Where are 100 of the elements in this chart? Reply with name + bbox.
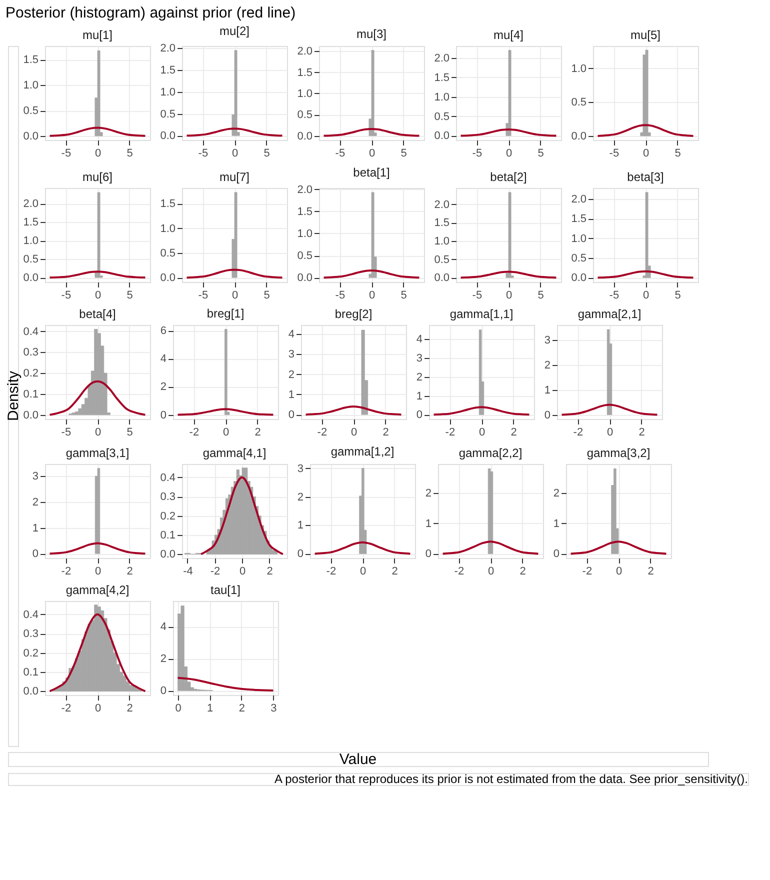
y-tick-label: 3 [416,352,422,365]
chart-title: beta[2] [490,170,527,184]
y-tick-label: 1.5 [160,198,176,210]
x-tick-label: 0 [222,426,230,438]
y-tick-label: 1.5 [23,54,38,66]
x-tick-label: 0 [478,426,486,438]
y-tick-label: 0.0 [160,272,176,284]
y-tick-label: 2 [544,359,550,372]
y-tick-label: 0.5 [434,254,450,266]
x-tick-label: 2 [126,566,133,578]
x-tick-label: 0 [360,566,366,578]
x-tick-label: 5 [126,426,133,438]
y-tick-label: 1.0 [160,86,176,98]
text: A posterior that reproduces its prior is not estimated from the data. See prior_sensitivity(). [274,772,748,786]
x-tick-label: 5 [674,148,681,160]
y-tick-label: 1.5 [297,206,312,218]
y-tick-label: 0 [160,409,166,422]
x-tick-label: -2 [582,566,592,578]
y-tick-label: 0.0 [23,130,38,142]
x-tick-label: -5 [472,290,482,302]
y-tick-label: 3 [288,348,294,361]
y-tick-label: 0.3 [23,346,38,359]
y-tick-label: 0.1 [160,529,176,542]
x-tick-label: -5 [472,148,482,160]
y-tick-label: 0.3 [160,491,176,504]
y-tick-label: 1 [297,520,304,532]
y-tick-label: 0 [416,409,422,422]
y-tick-label: 1.5 [160,64,176,77]
x-tick-label: -2 [61,566,72,578]
x-tick-label: -5 [61,290,72,302]
y-tick-label: 1 [32,522,38,534]
x-tick-label: 0 [488,566,494,578]
x-tick-label: 1 [207,702,214,714]
chart-title: gamma[4,1] [202,446,266,460]
chart-title: breg[2] [334,307,372,321]
x-tick-label: -2 [454,566,464,578]
y-tick-label: 2 [160,381,166,394]
y-tick-label: 6 [160,325,166,338]
chart-title: mu[4] [493,28,524,42]
y-tick-label: 4 [160,621,166,634]
y-tick-label: 0.0 [160,130,176,142]
y-tick-label: 1.5 [434,217,450,230]
x-tick-label: 0 [368,290,376,302]
y-tick-label: 2.0 [297,46,312,58]
chart-title: mu[6] [82,170,113,184]
x-tick-label: -2 [573,426,584,438]
x-tick-label: 5 [126,290,133,302]
y-tick-label: 0.2 [23,368,38,380]
y-tick-label: 0 [553,548,560,560]
x-tick-label: 0 [94,290,102,302]
y-tick-label: 1 [544,384,550,396]
x-tick-label: 2 [126,702,133,714]
chart-title: gamma[1,2] [330,444,394,458]
x-tick-label: 0 [606,426,614,438]
chart-title: gamma[4,2] [66,583,130,597]
x-tick-label: 2 [638,426,645,438]
x-tick-label: -5 [198,148,208,160]
x-tick-label: 5 [400,290,407,302]
y-tick-label: 0.0 [571,272,586,284]
y-tick-label: 2 [32,496,38,508]
y-tick-label: 0.5 [434,110,450,123]
y-tick-label: 0.1 [23,666,38,678]
x-tick-label: -5 [198,290,208,302]
x-tick-label: 0 [239,566,246,578]
y-tick-label: 3 [297,462,304,475]
x-tick-label: -2 [189,426,200,438]
x-tick-label: -2 [210,566,220,578]
chart-title: tau[1] [210,583,241,597]
chart-title: mu[7] [219,170,250,184]
y-tick-label: 0.5 [160,108,176,120]
x-tick-label: 2 [520,566,526,578]
chart-title: mu[2] [219,24,250,38]
y-tick-label: 1.5 [23,216,38,229]
y-tick-label: 0.0 [23,686,38,698]
y-tick-label: 4 [160,353,166,366]
chart-title: gamma[3,1] [66,446,130,460]
y-tick-label: 1.0 [23,235,38,248]
y-tick-label: 0.2 [23,647,38,660]
y-tick-label: 0 [288,409,294,422]
chart-title: gamma[3,2] [586,446,650,460]
y-tick-label: 0.0 [571,130,586,142]
x-tick-label: 0 [642,290,650,302]
x-tick-label: 2 [382,426,389,438]
chart-title: breg[1] [206,306,244,321]
y-tick-label: 1 [425,518,432,530]
y-tick-label: 2.0 [434,52,450,65]
text: Density [5,370,22,422]
x-tick-label: 5 [538,148,544,160]
x-tick-label: 2 [266,566,273,578]
chart-title: beta[1] [353,165,390,180]
y-tick-label: 0.5 [297,250,312,262]
x-tick-label: -2 [445,426,456,438]
y-tick-label: 0 [544,409,550,422]
x-tick-label: -2 [61,702,72,714]
y-tick-label: 1.5 [571,213,586,226]
y-tick-label: 0 [297,548,304,560]
x-tick-label: -2 [317,426,328,438]
chart-title: gamma[2,1] [578,307,642,321]
x-tick-label: -5 [609,290,620,302]
y-tick-label: 1.5 [434,72,450,84]
